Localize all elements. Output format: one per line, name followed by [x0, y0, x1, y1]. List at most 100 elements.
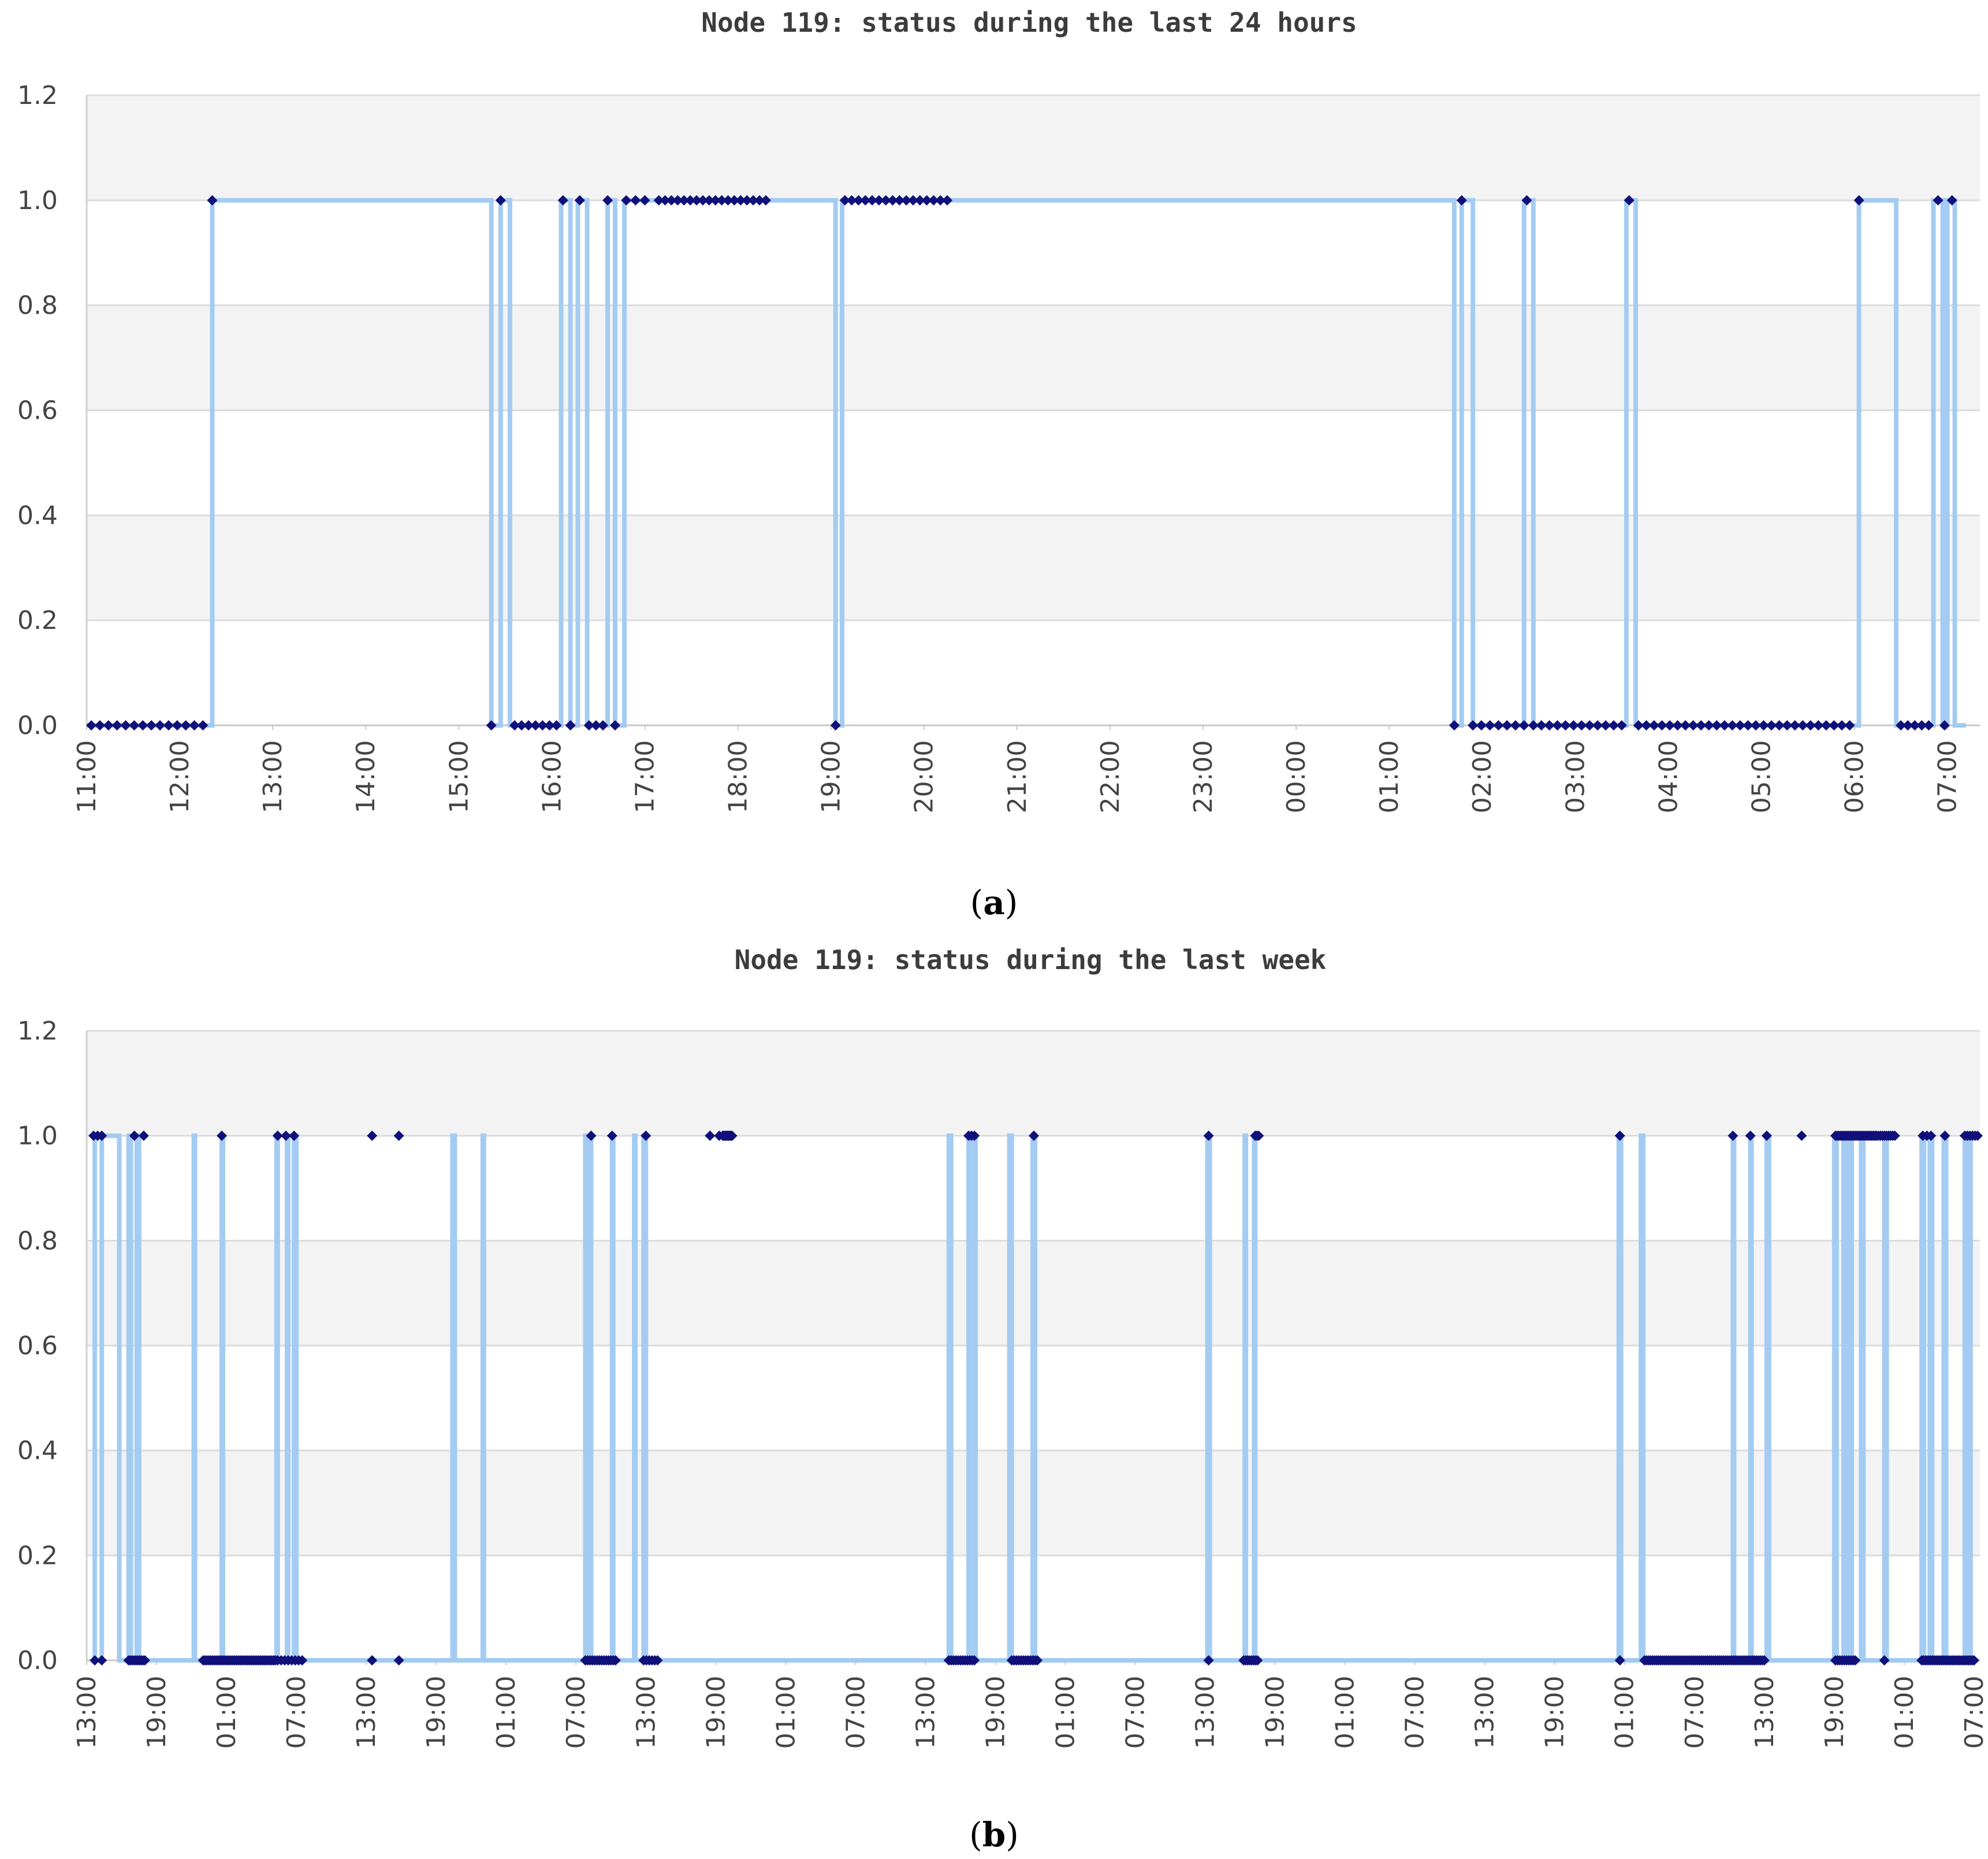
y-tick-label: 1.0: [17, 1122, 58, 1151]
status-point-marker: [1665, 720, 1676, 731]
y-tick-label: 0.0: [17, 711, 58, 740]
status-point-marker: [530, 720, 541, 731]
status-point-marker: [880, 195, 891, 206]
x-tick-label: 07:00: [1121, 1676, 1151, 1749]
status-point-marker: [1844, 720, 1855, 731]
x-tick-label: 00:00: [1282, 740, 1311, 814]
status-point-marker: [928, 195, 939, 206]
x-tick-label: 13:00: [1750, 1676, 1779, 1749]
panel-b-y-axis: 0.0 0.2 0.4 0.6 0.8 1.0 1.2: [17, 1016, 58, 1675]
status-point-marker: [1829, 720, 1840, 731]
status-point-marker: [111, 720, 122, 731]
status-point-marker: [1584, 720, 1595, 731]
status-point-marker: [1743, 720, 1754, 731]
y-tick-label: 0.4: [17, 501, 58, 530]
status-point-marker: [1449, 720, 1460, 731]
status-point-marker: [887, 195, 898, 206]
status-point-marker: [1939, 1130, 1950, 1141]
x-tick-label: 04:00: [1654, 740, 1683, 814]
status-point-marker: [742, 195, 753, 206]
status-point-marker: [1696, 720, 1707, 731]
status-point-marker: [1896, 720, 1907, 731]
status-point-marker: [146, 720, 157, 731]
x-tick-label: 01:00: [1890, 1676, 1919, 1749]
status-point-marker: [1939, 720, 1950, 731]
status-point-marker: [1616, 720, 1627, 731]
x-tick-label: 19:00: [817, 740, 846, 814]
status-point-marker: [602, 195, 613, 206]
status-point-marker: [1923, 720, 1934, 731]
status-point-marker: [729, 195, 740, 206]
status-point-marker: [289, 1130, 300, 1141]
x-tick-label: 01:00: [1610, 1676, 1640, 1749]
status-point-marker: [297, 1655, 308, 1666]
status-point-marker: [1797, 720, 1808, 731]
status-point-marker: [1909, 720, 1920, 731]
status-point-marker: [163, 720, 174, 731]
status-point-marker: [280, 1130, 291, 1141]
status-point-marker: [129, 720, 140, 731]
panel-a-markers: [86, 195, 1957, 731]
x-tick-label: 19:00: [142, 1676, 172, 1749]
x-tick-label: 12:00: [165, 740, 195, 814]
status-point-marker: [1633, 720, 1644, 731]
status-point-marker: [1203, 1655, 1214, 1666]
status-point-marker: [1518, 720, 1529, 731]
panel-b-x-axis: 13:00 19:00 01:00 07:00 13:00 19:00 01:00 07:00…: [72, 1660, 1988, 1749]
status-point-marker: [1203, 1130, 1214, 1141]
x-tick-label: 01:00: [1375, 740, 1404, 814]
panel-a-title: Node 119: status during the last 24 hour…: [701, 7, 1357, 38]
status-point-marker: [969, 1655, 980, 1666]
status-point-marker: [155, 720, 166, 731]
status-point-marker: [641, 1130, 652, 1141]
x-tick-label: 16:00: [537, 740, 567, 814]
status-point-marker: [1032, 1655, 1043, 1666]
status-point-marker: [1711, 720, 1722, 731]
x-tick-label: 23:00: [1189, 740, 1218, 814]
status-point-marker: [557, 195, 568, 206]
y-tick-label: 1.2: [17, 1016, 58, 1046]
status-point-marker: [1758, 720, 1769, 731]
status-point-marker: [537, 720, 548, 731]
status-point-marker: [760, 195, 771, 206]
status-point-marker: [1774, 720, 1785, 731]
status-point-marker: [583, 720, 594, 731]
x-tick-label: 20:00: [910, 740, 939, 814]
status-point-marker: [1510, 720, 1521, 731]
status-point-marker: [727, 1130, 738, 1141]
status-point-marker: [1789, 720, 1800, 731]
status-point-marker: [1641, 720, 1652, 731]
panel-a-background-bands: [87, 95, 1980, 725]
status-point-marker: [1926, 1130, 1937, 1141]
status-point-marker: [139, 1655, 150, 1666]
status-point-marker: [1493, 720, 1504, 731]
status-point-marker: [1672, 720, 1683, 731]
status-point-marker: [703, 195, 714, 206]
status-point-marker: [1745, 1130, 1756, 1141]
status-point-marker: [1968, 1655, 1979, 1666]
status-point-marker: [207, 195, 218, 206]
status-point-marker: [1614, 1655, 1625, 1666]
plot-band: [87, 200, 1980, 306]
x-tick-label: 19:00: [422, 1676, 451, 1749]
status-point-marker: [516, 720, 527, 731]
panel-b-markers: [88, 1130, 1983, 1666]
x-tick-label: 07:00: [282, 1676, 311, 1749]
panel-a-caption: (a): [970, 883, 1018, 922]
status-point-marker: [679, 195, 690, 206]
x-tick-label: 19:00: [1820, 1676, 1849, 1749]
status-point-marker: [1761, 1130, 1772, 1141]
panel-a-chart: Node 119: status during the last 24 hour…: [17, 7, 1980, 922]
status-point-marker: [1879, 1655, 1890, 1666]
x-tick-label: 13:00: [631, 1676, 661, 1749]
x-tick-label: 14:00: [351, 740, 381, 814]
status-point-marker: [486, 720, 497, 731]
x-tick-label: 06:00: [1840, 740, 1870, 814]
status-point-marker: [691, 195, 702, 206]
status-point-marker: [367, 1655, 378, 1666]
status-point-marker: [652, 1655, 663, 1666]
status-point-marker: [509, 720, 520, 731]
plot-band: [87, 1031, 1980, 1136]
status-point-marker: [189, 720, 200, 731]
status-point-marker: [551, 720, 562, 731]
